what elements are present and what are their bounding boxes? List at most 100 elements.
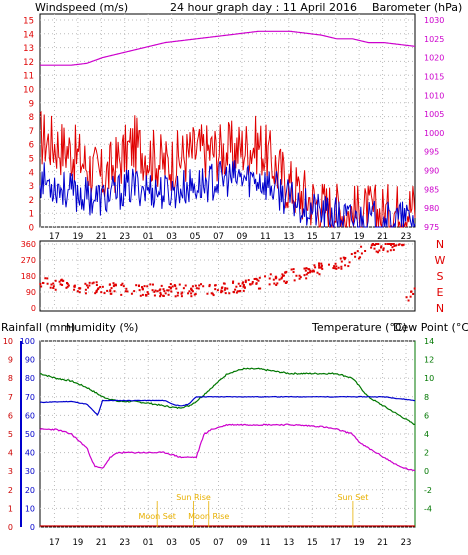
barometer-tick-label: 1020 [424, 54, 444, 63]
direction-point [350, 253, 353, 256]
direction-point [305, 267, 308, 270]
annotation-label: Sun Rise [176, 493, 211, 502]
wind-x-tick-label: 21 [96, 232, 107, 242]
wind-x-tick-label: 13 [283, 232, 294, 242]
direction-point [223, 288, 226, 291]
direction-tick-label: 0 [31, 304, 36, 313]
wind-x-tick-label: 15 [307, 232, 318, 242]
direction-point [159, 292, 162, 295]
direction-point [190, 295, 193, 298]
direction-point [318, 264, 321, 267]
direction-point [378, 249, 381, 252]
temp-x-tick-label: 21 [377, 538, 388, 548]
direction-point [401, 244, 404, 247]
direction-point [59, 283, 62, 286]
direction-point [280, 277, 283, 280]
direction-point [120, 284, 123, 287]
direction-point [187, 292, 190, 295]
wind-x-tick-label: 05 [190, 232, 201, 242]
direction-point [382, 247, 385, 250]
compass-label: N [436, 238, 444, 251]
temp-x-tick-label: 21 [96, 538, 107, 548]
humidity-tick-label: 30 [25, 467, 35, 476]
wind-tick-label: 1 [29, 210, 34, 220]
direction-point [153, 290, 156, 293]
direction-point [206, 292, 209, 295]
wind-tick-label: 8 [29, 113, 34, 123]
direction-point [247, 279, 250, 282]
direction-point [88, 281, 91, 284]
rainfall-tick-label: 3 [8, 467, 13, 476]
direction-point [313, 264, 316, 267]
annotation-label: Moon Rise [188, 512, 229, 521]
direction-point [340, 260, 343, 263]
humidity-tick-label: 100 [20, 337, 35, 346]
direction-point [181, 291, 184, 294]
direction-point [208, 285, 211, 288]
direction-point [91, 282, 94, 285]
direction-point [108, 283, 111, 286]
barometer-axis-title: Barometer (hPa) [372, 1, 462, 14]
direction-point [220, 291, 223, 294]
direction-point [65, 286, 68, 289]
annotation-label: Sun Set [337, 493, 368, 502]
direction-point [216, 289, 219, 292]
direction-point [305, 277, 308, 280]
direction-point [391, 246, 394, 249]
direction-point [177, 291, 180, 294]
wind-x-tick-label: 07 [213, 232, 224, 242]
direction-point [138, 284, 141, 287]
wind-tick-label: 2 [29, 196, 34, 206]
direction-point [211, 292, 214, 295]
direction-point [412, 292, 415, 295]
temperature-line [39, 367, 416, 426]
direction-point [52, 286, 55, 289]
direction-point [235, 285, 238, 288]
direction-point [242, 285, 245, 288]
direction-point [295, 274, 298, 277]
direction-point [393, 244, 396, 247]
windspeed-line [39, 110, 416, 228]
direction-point [112, 282, 115, 285]
direction-point [386, 250, 389, 253]
direction-point [52, 285, 55, 288]
direction-point [228, 292, 231, 295]
direction-point [143, 285, 146, 288]
direction-point [285, 281, 288, 284]
barometer-tick-label: 1010 [424, 91, 444, 100]
direction-point [407, 299, 410, 302]
direction-point [344, 264, 347, 267]
direction-point [194, 293, 197, 296]
direction-point [272, 278, 275, 281]
direction-point [46, 277, 49, 280]
direction-point [188, 290, 191, 293]
direction-point [224, 292, 227, 295]
direction-point [392, 243, 395, 245]
direction-point [76, 290, 79, 293]
wind-x-tick-label: 09 [237, 232, 248, 242]
wind-tick-label: 12 [23, 58, 34, 68]
direction-point [121, 282, 124, 285]
temperature-tick-label: 4 [424, 430, 429, 439]
direction-point [174, 295, 177, 298]
direction-point [164, 292, 167, 295]
direction-point [180, 295, 183, 298]
humidity-tick-label: 50 [25, 430, 35, 439]
direction-point [169, 286, 172, 289]
direction-point [156, 290, 159, 293]
direction-point [249, 283, 252, 286]
direction-point [244, 281, 247, 284]
humidity-axis-title: Humidity (%) [66, 321, 138, 334]
direction-point [174, 284, 177, 287]
temp-x-tick-label: 09 [237, 538, 248, 548]
barometer-line [40, 30, 416, 66]
direction-point [103, 292, 106, 295]
direction-point [275, 276, 278, 279]
direction-point [312, 269, 315, 272]
temp-x-tick-label: 07 [213, 538, 224, 548]
rainfall-tick-label: 10 [3, 337, 13, 346]
direction-point [208, 283, 211, 286]
direction-point [234, 288, 237, 291]
barometer-tick-label: 990 [424, 167, 439, 176]
